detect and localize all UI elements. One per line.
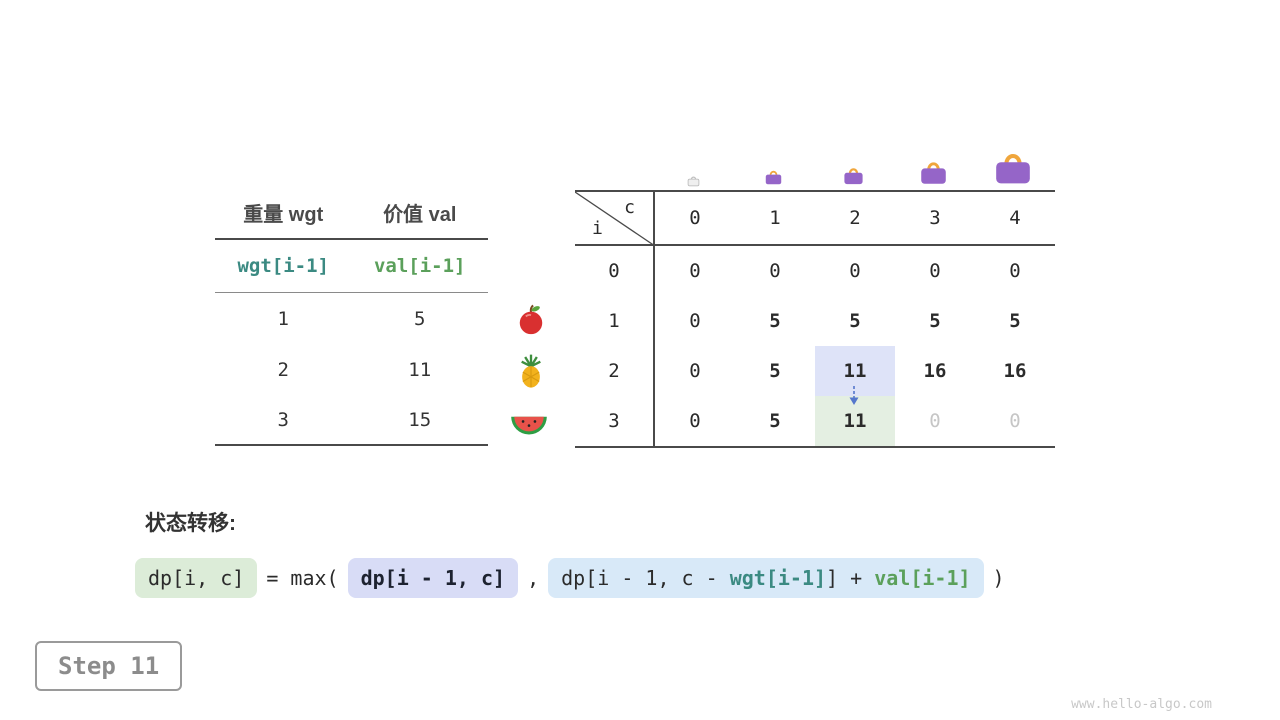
dp-cell-1-0: 0 (689, 310, 701, 332)
bag-3-icon (918, 158, 949, 189)
formula-lhs: dp[i, c] (135, 558, 258, 598)
item-1-wgt: 1 (277, 307, 289, 330)
formula-arg2-wgt: wgt[i-1] (729, 566, 827, 590)
col-header-3: 3 (929, 207, 941, 229)
dp-row-2: 2 0 5 11 16 16 (575, 346, 1055, 396)
dp-cell-0-0: 0 (689, 260, 701, 282)
item-row-1: 1 5 (215, 293, 488, 344)
formula-comma: , (527, 566, 540, 590)
item-row-2: 2 11 (215, 344, 488, 395)
dp-cell-0-3: 0 (929, 260, 941, 282)
dp-cell-2-3: 16 (923, 360, 947, 382)
dp-header-row: c i 0 1 2 3 4 (575, 192, 1055, 246)
item-table: 重量 wgt 价值 val wgt[i-1] val[i-1] 1 5 2 11… (215, 186, 488, 446)
formula-close-paren: ) (992, 566, 1005, 590)
dp-cell-0-4: 0 (1009, 260, 1021, 282)
bag-1-icon (764, 168, 783, 189)
col-header-4: 4 (1009, 207, 1021, 229)
item-1-val: 5 (414, 307, 426, 330)
val-formula-label: val[i-1] (373, 255, 466, 277)
dp-cell-1-2: 5 (849, 310, 861, 332)
col-header-0: 0 (689, 207, 701, 229)
dp-row-1: 1 0 5 5 5 5 (575, 296, 1055, 346)
item-3-wgt: 3 (277, 408, 289, 431)
dp-cell-2-0: 0 (689, 360, 701, 382)
dp-cell-0-1: 0 (769, 260, 781, 282)
item-axis-label: i (592, 218, 603, 239)
dp-cell-1-1: 5 (769, 310, 781, 332)
capacity-axis-label: c (624, 197, 635, 218)
dp-cell-2-4: 16 (1003, 360, 1027, 382)
state-transition-label: 状态转移: (145, 512, 236, 535)
dp-cell-3-3: 0 (929, 410, 941, 432)
formula-arg2: dp[i - 1, c - wgt[i-1]] + val[i-1] (548, 558, 984, 598)
item-table-formula-row: wgt[i-1] val[i-1] (215, 240, 488, 293)
dp-cell-2-2-source: 11 (815, 346, 895, 396)
wgt-formula-label: wgt[i-1] (237, 255, 329, 277)
col-header-2: 2 (849, 207, 861, 229)
row-header-0: 0 (575, 246, 655, 296)
transition-formula: dp[i, c] = max( dp[i - 1, c] , dp[i - 1,… (135, 558, 1005, 598)
dp-cell-3-1: 5 (769, 410, 781, 432)
formula-equals-max: = max( (266, 566, 339, 590)
dp-row-3: 3 0 5 11 0 0 (575, 396, 1055, 446)
formula-arg2-mid: ] + (826, 566, 875, 590)
row-header-3: 3 (575, 396, 655, 446)
row-header-2: 2 (575, 346, 655, 396)
bag-4-icon (991, 148, 1035, 189)
dp-cell-3-4: 0 (1009, 410, 1021, 432)
watermark: www.hello-algo.com (1071, 697, 1212, 712)
item-3-val: 15 (408, 408, 432, 431)
bag-0-icon (687, 172, 700, 191)
formula-arg2-prefix: dp[i - 1, c - (561, 566, 730, 590)
dp-cell-2-1: 5 (769, 360, 781, 382)
item-2-val: 11 (408, 358, 432, 381)
bag-2-icon (842, 165, 865, 189)
item-table-header-val: 价值 val (383, 203, 457, 226)
formula-arg2-val: val[i-1] (874, 566, 971, 590)
dp-corner-cell: c i (575, 192, 655, 246)
formula-arg1: dp[i - 1, c] (347, 558, 519, 598)
dp-cell-1-3: 5 (929, 310, 941, 332)
dp-cell-3-0: 0 (689, 410, 701, 432)
item-2-wgt: 2 (277, 358, 289, 381)
item-table-header-row: 重量 wgt 价值 val (215, 186, 488, 240)
dp-cell-3-2-target: 11 (815, 396, 895, 446)
dp-row-0: 0 0 0 0 0 0 (575, 246, 1055, 296)
transition-arrow-icon (846, 385, 862, 411)
diagonal-divider (575, 192, 655, 246)
dp-cell-0-2: 0 (849, 260, 861, 282)
step-badge: Step 11 (35, 641, 183, 691)
col-header-1: 1 (769, 207, 781, 229)
item-row-3: 3 15 (215, 395, 488, 446)
pineapple-icon (512, 352, 550, 390)
dp-table: c i 0 1 2 3 4 0 0 0 0 0 0 1 0 5 5 5 5 2 (575, 190, 1055, 448)
item-table-header-wgt: 重量 wgt (243, 203, 324, 226)
apple-icon (512, 300, 550, 338)
dp-cell-1-4: 5 (1009, 310, 1021, 332)
row-header-1: 1 (575, 296, 655, 346)
watermelon-icon (510, 406, 548, 444)
